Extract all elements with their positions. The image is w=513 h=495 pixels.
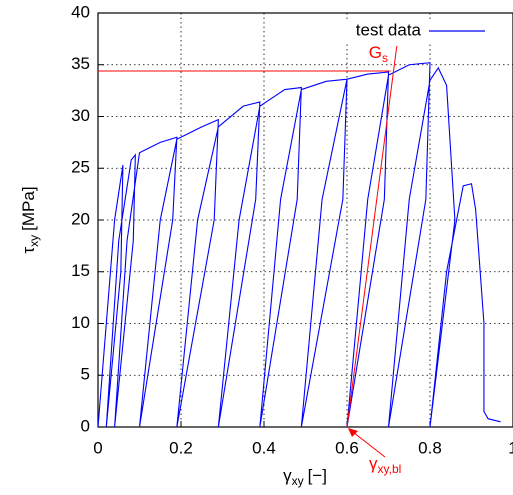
slope-label: Gs (369, 44, 388, 66)
x-tick-label: 0.4 (252, 438, 276, 457)
x-axis-label: γxy [−] (283, 466, 327, 488)
strain-label-main: γ (369, 454, 378, 473)
x-tick-label: 0.2 (169, 438, 193, 457)
y-tick-label: 15 (71, 261, 90, 280)
strain-label: γxy,bl (369, 454, 401, 476)
y-tick-label: 35 (71, 54, 90, 73)
y-tick-label: 25 (71, 158, 90, 177)
x-tick-label: 0.8 (418, 438, 442, 457)
strain-label-sub: xy,bl (378, 462, 402, 476)
y-tick-label: 20 (71, 209, 90, 228)
y-tick-label: 5 (81, 365, 90, 384)
data-line (97, 62, 501, 428)
y-tick-label: 30 (71, 106, 90, 125)
legend-label: test data (356, 20, 422, 39)
x-tick-label: 0.6 (335, 438, 359, 457)
strain-arrow-head (348, 428, 358, 437)
slope-label-main: G (369, 44, 382, 63)
y-tick-label: 10 (71, 313, 90, 332)
x-tick-label: 0 (93, 438, 102, 457)
legend-background (318, 20, 508, 42)
plot-frame (97, 12, 513, 428)
y-tick-label: 40 (71, 2, 90, 21)
slope-label-sub: s (382, 51, 388, 65)
y-tick-label: 0 (81, 416, 90, 435)
x-tick-label: 1 (508, 438, 513, 457)
slope-line (346, 46, 398, 428)
y-axis-label: τxy[MPa] (19, 186, 41, 253)
